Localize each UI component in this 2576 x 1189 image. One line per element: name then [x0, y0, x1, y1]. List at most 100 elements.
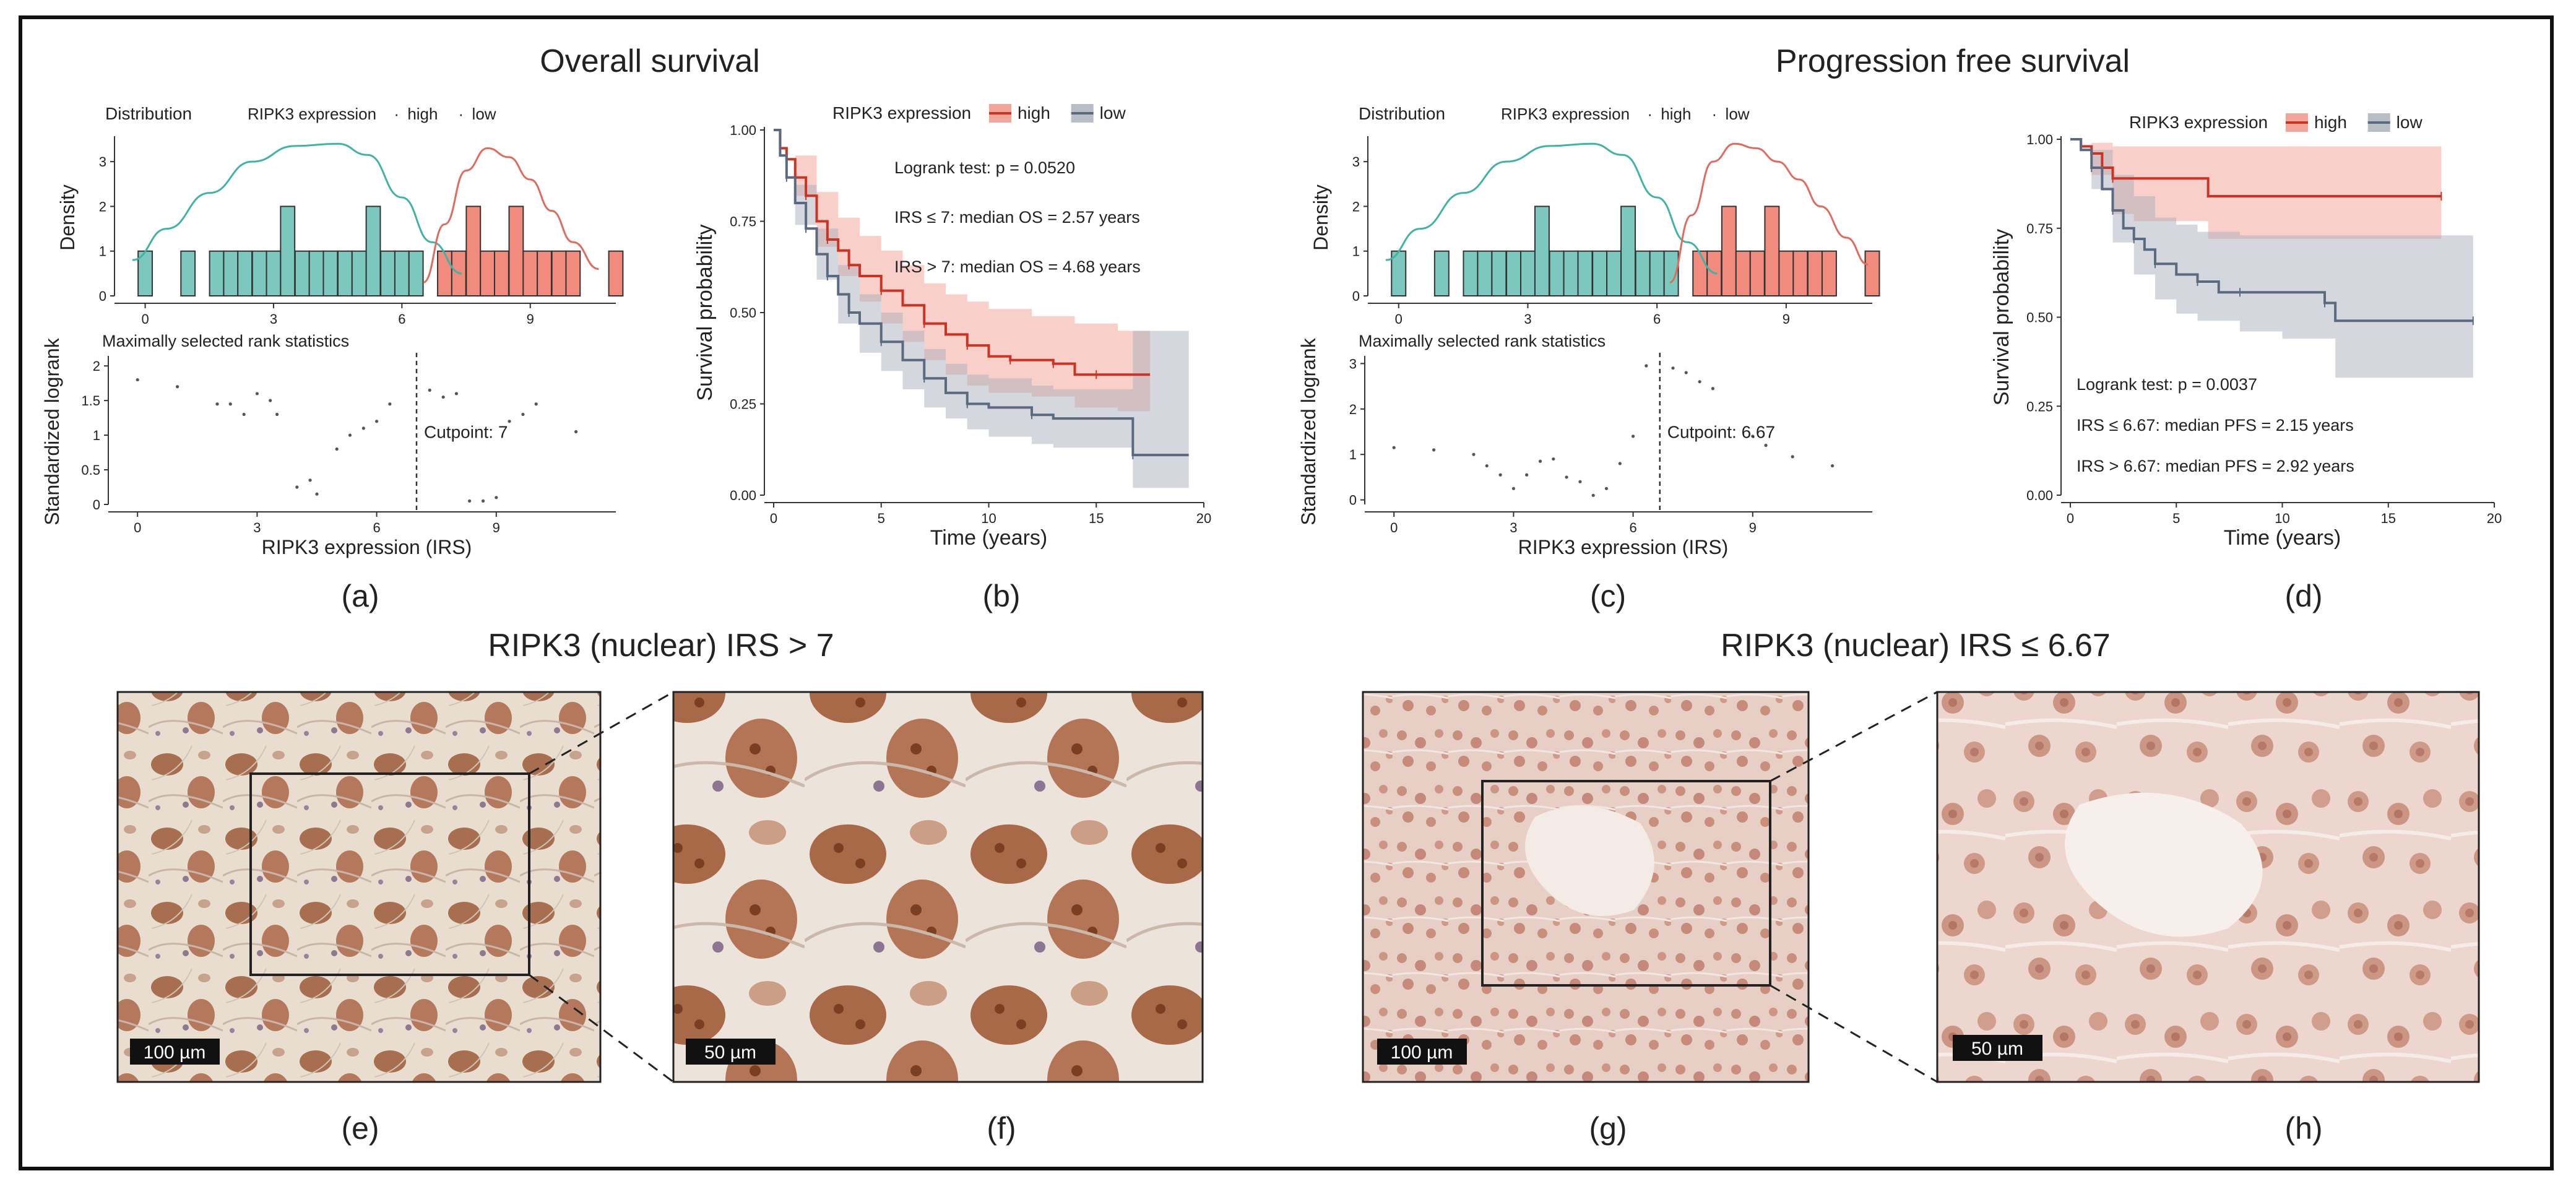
histogram-bar-low — [1606, 250, 1622, 297]
micrograph-g-lumen — [1525, 806, 1654, 916]
rank-point — [1791, 455, 1794, 459]
rank-point — [1591, 493, 1595, 497]
rank-point — [1525, 473, 1529, 477]
chart-c-distribution: Distribution RIPK3 expression · high · low 0 3 6… — [1310, 104, 1880, 327]
histogram-bar-high — [1735, 250, 1751, 297]
x-tick-label: 10 — [981, 511, 996, 526]
chart-a-distribution: Distribution RIPK3 expression · high · low 0 3 6… — [56, 104, 624, 327]
rank-point — [1538, 459, 1542, 463]
x-axis-label: RIPK3 expression (IRS) — [262, 536, 472, 558]
legend-key-dot: · — [1712, 105, 1718, 123]
histogram-bar-high — [437, 250, 452, 297]
histogram-bar-low — [180, 250, 196, 297]
chart-a-rank-statistics: Maximally selected rank statistics 0 3 6 9 0 0… — [41, 332, 616, 558]
histogram-bar-low — [380, 250, 395, 297]
rank-statistics-title: Maximally selected rank statistics — [102, 332, 349, 350]
figure-frame — [19, 15, 2554, 1170]
y-axis-label: Density — [56, 184, 79, 251]
histogram-bar-low — [1549, 250, 1565, 297]
title-overall-survival: Overall survival — [540, 43, 759, 79]
y-tick-label: 3 — [99, 154, 106, 170]
rank-point — [308, 478, 312, 482]
rank-point — [1671, 366, 1675, 370]
distribution-title: Distribution — [1359, 104, 1445, 123]
panel-label-h: (h) — [2284, 1111, 2322, 1146]
x-tick-label: 9 — [493, 520, 500, 535]
y-tick-label: 1.00 — [2026, 132, 2053, 147]
rank-point — [1831, 464, 1835, 468]
rank-point — [242, 412, 246, 417]
chart-b-kaplan-meier-os: RIPK3 expression high low 0 5 10 15 20 0.00 0.25 0… — [693, 103, 1211, 550]
histogram-bar-high — [537, 250, 552, 297]
rank-point — [1711, 387, 1714, 391]
x-tick-label: 10 — [2275, 511, 2289, 526]
rank-point — [495, 496, 498, 499]
micrograph-e-zoom-box — [249, 772, 530, 976]
histogram-bar-high — [565, 250, 581, 297]
panel-label-f: (f) — [987, 1111, 1016, 1146]
density-curve-high — [1669, 142, 1869, 283]
x-tick-label: 15 — [2381, 511, 2396, 526]
rank-statistics-title: Maximally selected rank statistics — [1359, 332, 1606, 350]
km-annotation: Logrank test: p = 0.0037 — [2077, 375, 2257, 394]
y-tick-label: 0 — [1349, 493, 1357, 508]
y-tick-label: 0.00 — [2026, 488, 2053, 503]
legend-title: RIPK3 expression — [2129, 113, 2268, 132]
panel-label-d: (d) — [2284, 579, 2322, 613]
histogram-bar-high — [551, 250, 567, 297]
x-tick-label: 9 — [1749, 520, 1757, 535]
rank-point — [1565, 475, 1568, 479]
histogram-bar-high — [1778, 250, 1794, 297]
micrograph-h-lumen — [2065, 792, 2263, 937]
y-axis-label: Standardized logrank — [1297, 337, 1320, 525]
rank-point — [481, 499, 485, 503]
rank-point — [176, 385, 179, 389]
x-tick-label: 3 — [253, 520, 261, 535]
rank-point — [348, 433, 352, 437]
legend-key-dot: · — [394, 105, 399, 123]
histogram-bar-high — [1792, 250, 1809, 297]
y-tick-label: 0.50 — [730, 305, 756, 321]
y-axis-label: Survival probability — [693, 224, 717, 400]
histogram-bar-high — [608, 250, 624, 297]
legend-title: RIPK3 expression — [248, 105, 376, 123]
histogram-bar-high — [494, 250, 509, 297]
panel-label-c: (c) — [1590, 579, 1626, 613]
legend-title: RIPK3 expression — [1501, 105, 1630, 123]
y-axis-label: Density — [1310, 184, 1332, 251]
y-tick-label: 0.25 — [730, 397, 756, 412]
histogram-bar-low — [337, 250, 353, 297]
histogram-bar-low — [237, 250, 253, 297]
x-tick-label: 0 — [770, 511, 777, 526]
histogram-bar-low — [322, 250, 339, 297]
panel-label-e: (e) — [341, 1111, 379, 1146]
x-tick-label: 6 — [373, 520, 380, 535]
micrograph-g-zoom-box — [1481, 780, 1771, 987]
chart-c-rank-statistics: Maximally selected rank statistics 0 3 6 9 0 1… — [1297, 332, 1872, 558]
rank-point — [315, 492, 319, 496]
x-tick-label: 0 — [1395, 311, 1403, 327]
histogram-bar-low — [1563, 250, 1579, 297]
scale-bar-h — [1953, 1035, 2042, 1061]
rank-point — [1578, 480, 1582, 483]
zoom-line-g-top — [1770, 691, 1938, 782]
histogram-bar-low — [1491, 250, 1507, 297]
rank-point — [1511, 486, 1515, 490]
zoom-line-e-bottom — [529, 974, 674, 1083]
legend-entry-high: high — [407, 105, 438, 123]
chart-d-kaplan-meier-pfs: RIPK3 expression high low 0 5 10 15 20 0.00 0.25 0… — [1990, 113, 2502, 550]
histogram-bar-low — [365, 205, 381, 296]
km-annotation: IRS ≤ 7: median OS = 2.57 years — [894, 208, 1140, 227]
histogram-bar-high — [508, 205, 524, 296]
y-tick-label: 1 — [1352, 244, 1360, 259]
y-tick-label: 2 — [93, 358, 100, 374]
histogram-bar-low — [1635, 250, 1651, 297]
x-tick-label: 5 — [878, 511, 885, 526]
density-curve-low — [1385, 142, 1718, 275]
histogram-bar-low — [408, 250, 424, 297]
histogram-bar-high — [1821, 250, 1837, 297]
rank-point — [1485, 464, 1489, 468]
rank-point — [275, 412, 279, 417]
cutpoint-label: Cutpoint: 6.67 — [1667, 423, 1775, 442]
title-ihc-low: RIPK3 (nuclear) IRS ≤ 6.67 — [1721, 628, 2111, 664]
